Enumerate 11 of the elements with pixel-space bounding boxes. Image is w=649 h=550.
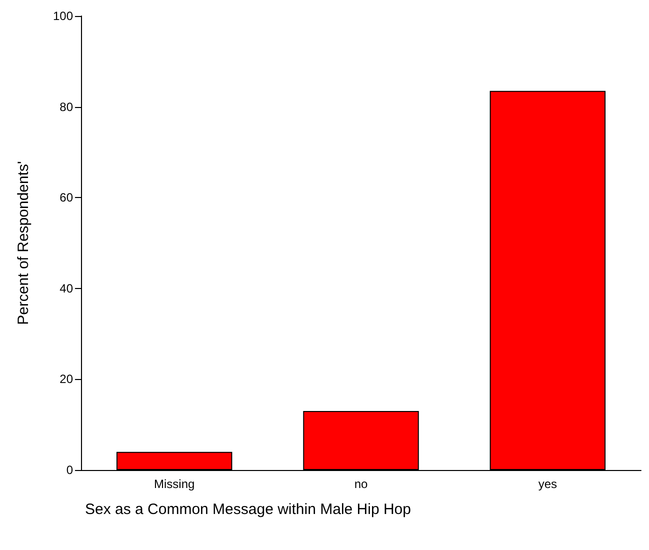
y-tick-label: 60	[60, 190, 74, 205]
y-tick-label: 100	[52, 9, 74, 23]
y-axis-title: Percent of Respondents'	[15, 160, 32, 325]
y-tick-label: 40	[60, 281, 74, 296]
y-tick-label: 80	[60, 100, 74, 114]
x-axis-title: Sex as a Common Message within Male Hip Hop	[85, 501, 411, 518]
x-tick-label: Missing	[154, 477, 195, 491]
x-tick-label: yes	[538, 477, 558, 491]
y-tick-label: 20	[60, 372, 74, 386]
y-tick-label: 0	[66, 463, 74, 477]
x-tick-label: no	[354, 477, 368, 491]
